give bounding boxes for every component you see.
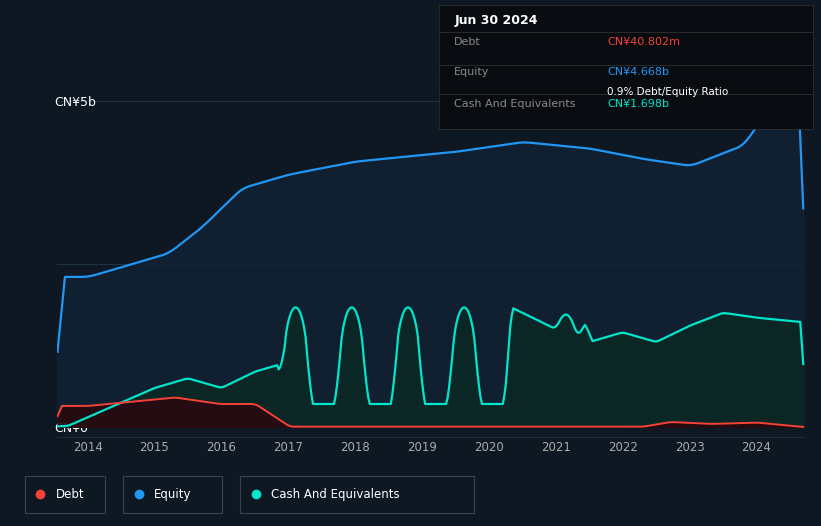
Text: CN¥40.802m: CN¥40.802m	[608, 37, 681, 47]
Text: Cash And Equivalents: Cash And Equivalents	[271, 488, 400, 501]
Text: Cash And Equivalents: Cash And Equivalents	[454, 99, 576, 109]
Text: 0.9% Debt/Equity Ratio: 0.9% Debt/Equity Ratio	[608, 87, 728, 97]
Text: Debt: Debt	[454, 37, 481, 47]
Text: Debt: Debt	[56, 488, 84, 501]
Text: Equity: Equity	[454, 67, 489, 77]
FancyBboxPatch shape	[123, 476, 222, 513]
Text: CN¥1.698b: CN¥1.698b	[608, 99, 669, 109]
FancyBboxPatch shape	[25, 476, 105, 513]
FancyBboxPatch shape	[240, 476, 475, 513]
Text: Jun 30 2024: Jun 30 2024	[454, 14, 538, 27]
Text: Equity: Equity	[154, 488, 191, 501]
Text: CN¥4.668b: CN¥4.668b	[608, 67, 669, 77]
